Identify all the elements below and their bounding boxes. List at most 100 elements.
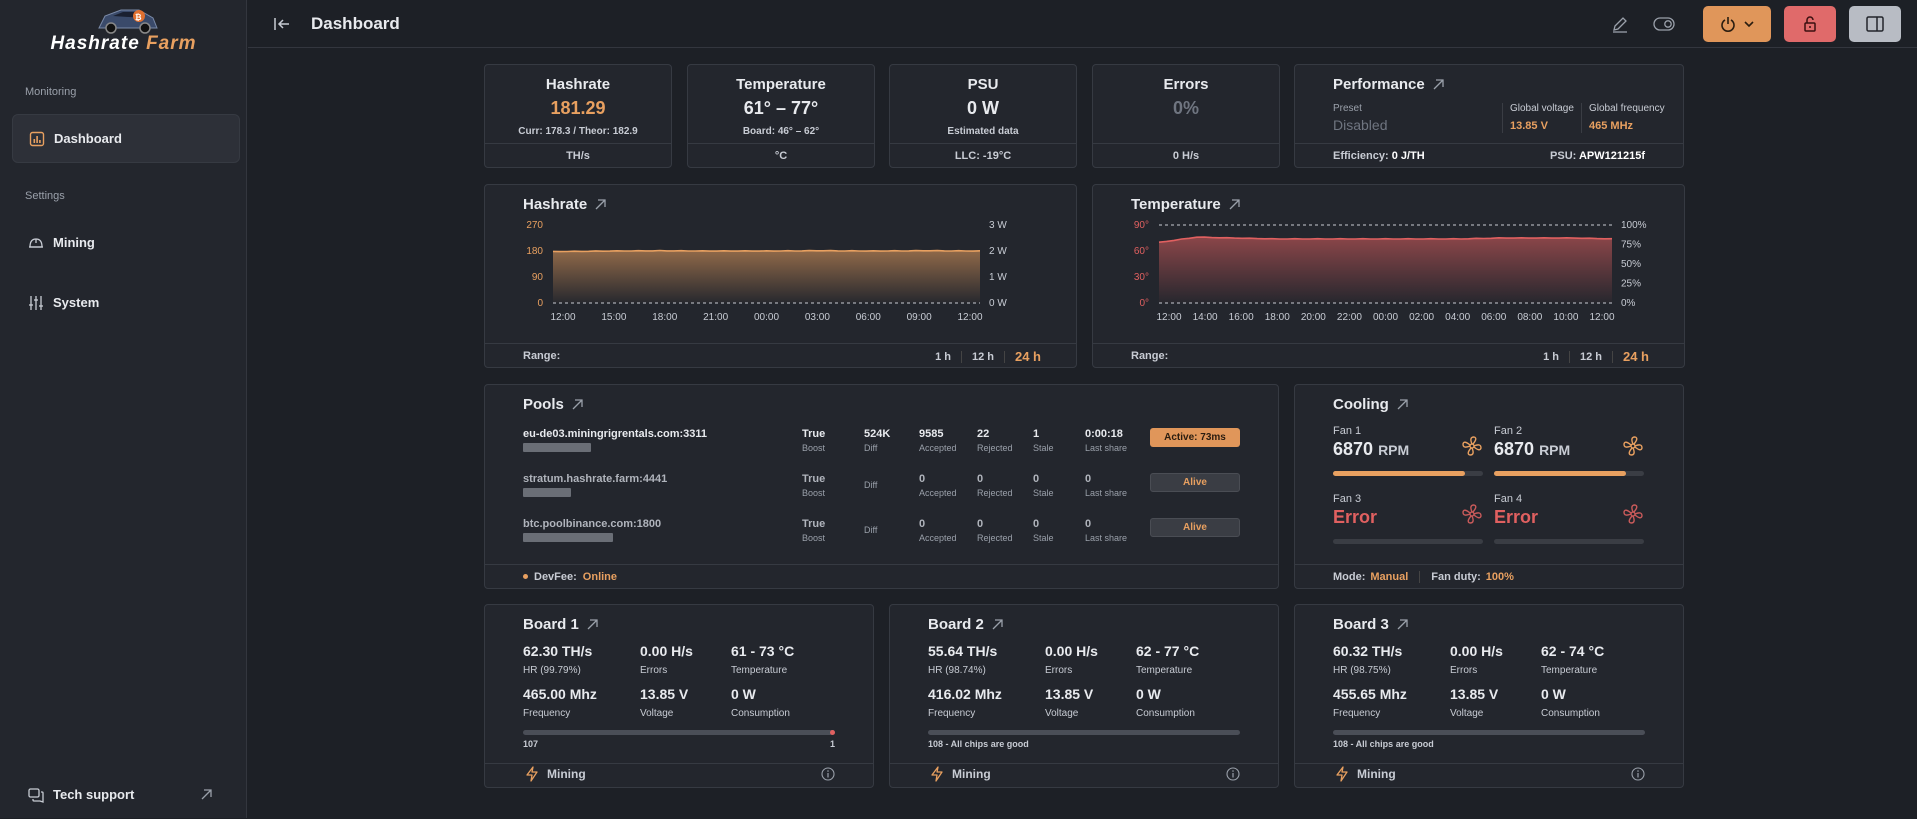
chip-health-note: 108 - All chips are good <box>928 739 1029 749</box>
pool-last-share: 0 Last share <box>1085 473 1128 498</box>
pools-title-link[interactable]: Pools <box>523 396 583 413</box>
x-tick-label: 18:00 <box>1265 312 1290 323</box>
panel-toggle-button[interactable] <box>1849 6 1901 42</box>
board-title-link[interactable]: Board 1 <box>523 616 598 633</box>
x-tick-label: 08:00 <box>1517 312 1542 323</box>
pool-status-badge: Active: 73ms <box>1150 428 1240 447</box>
pool-accepted: 9585 Accepted <box>919 428 957 453</box>
info-icon[interactable] <box>1226 767 1240 781</box>
fan-duty-value: 100% <box>1485 570 1514 583</box>
pool-accepted: 0 Accepted <box>919 518 957 543</box>
divider <box>1581 103 1582 133</box>
temperature-stat-sub: Board: 46° – 62° <box>742 126 820 137</box>
board-voltage: 13.85 V Voltage <box>1045 686 1094 719</box>
power-menu-button[interactable] <box>1703 6 1771 42</box>
hashrate-chart-card: Hashrate 270 180 90 0 3 W 2 W 1 W 0 W 12:00 15:00… <box>484 184 1077 368</box>
lightning-icon <box>526 766 538 782</box>
x-tick-label: 00:00 <box>1373 312 1398 323</box>
x-tick-label: 02:00 <box>1409 312 1434 323</box>
toggle-icon[interactable] <box>1653 15 1675 33</box>
pool-row[interactable]: stratum.hashrate.farm:4441 True Boost Dif… <box>523 473 1240 513</box>
devfee-value: Online <box>582 570 618 583</box>
sidebar-item-mining[interactable]: Mining <box>12 218 240 267</box>
pool-status-badge: Alive <box>1150 518 1240 537</box>
fan-mode-label: Mode: <box>1333 570 1366 583</box>
range-12h[interactable]: 12 h <box>1579 350 1602 363</box>
pool-row[interactable]: btc.poolbinance.com:1800 True Boost Diff … <box>523 518 1240 558</box>
sidebar-item-label: Dashboard <box>54 131 122 146</box>
cooling-title-link[interactable]: Cooling <box>1333 396 1408 413</box>
fan-rpm-value: Error <box>1494 507 1539 527</box>
global-frequency-label: Global frequency <box>1589 103 1665 114</box>
board-hashrate: 55.64 TH/s HR (98.74%) <box>928 643 998 676</box>
pool-stale: 0 Stale <box>1033 518 1054 543</box>
tech-support-label: Tech support <box>53 787 135 802</box>
board-title-link[interactable]: Board 3 <box>1333 616 1408 633</box>
range-24h[interactable]: 24 h <box>1622 349 1649 364</box>
board-hashrate: 62.30 TH/s HR (99.79%) <box>523 643 593 676</box>
info-icon[interactable] <box>821 767 835 781</box>
fan-rpm-value: Error <box>1333 507 1378 527</box>
lock-button[interactable] <box>1784 6 1836 42</box>
fan-label: Fan 3 <box>1333 493 1362 505</box>
pool-accepted: 0 Accepted <box>919 473 957 498</box>
sidebar-panel-icon <box>1866 16 1884 32</box>
y2-tick-label: 25% <box>1621 279 1641 290</box>
psu-stat-title: PSU <box>967 76 999 93</box>
fan-icon <box>1462 436 1482 456</box>
fan-icon <box>1462 504 1482 524</box>
temperature-stat-value: 61° – 77° <box>743 98 819 118</box>
x-tick-label: 14:00 <box>1193 312 1218 323</box>
chip-health-bar <box>928 730 1240 735</box>
collapse-sidebar-icon[interactable] <box>273 15 291 33</box>
range-1h[interactable]: 1 h <box>935 350 951 363</box>
board-status: Mining <box>525 766 586 782</box>
sliders-icon <box>29 295 43 310</box>
hashrate-stat-unit: TH/s <box>485 143 671 167</box>
devfee-status: DevFee: Online <box>485 564 1278 588</box>
hashrate-chart-title-link[interactable]: Hashrate <box>523 196 606 213</box>
divider <box>1419 570 1421 583</box>
board-title: Board 3 <box>1333 616 1389 633</box>
range-12h[interactable]: 12 h <box>971 350 994 363</box>
series-area <box>553 250 980 303</box>
edit-pencil-icon[interactable] <box>1611 15 1629 33</box>
external-arrow-icon <box>595 199 606 210</box>
fan-speed-bar <box>1333 471 1483 476</box>
pool-stale: 0 Stale <box>1033 473 1054 498</box>
chat-icon <box>28 787 44 803</box>
fan-icon <box>1623 504 1643 524</box>
info-icon[interactable] <box>1631 767 1645 781</box>
tech-support-link[interactable]: Tech support <box>12 770 228 819</box>
fan-icon <box>1623 436 1643 456</box>
range-24h[interactable]: 24 h <box>1014 349 1041 364</box>
x-tick-label: 22:00 <box>1337 312 1362 323</box>
range-label: Range: <box>1131 350 1169 362</box>
pool-row[interactable]: eu-de03.miningrigrentals.com:3311 True Bo… <box>523 428 1240 468</box>
performance-title: Performance <box>1333 76 1425 93</box>
x-tick-label: 16:00 <box>1229 312 1254 323</box>
pool-diff: Diff <box>864 525 878 535</box>
pool-rejected: 0 Rejected <box>977 518 1013 543</box>
performance-title-link[interactable]: Performance <box>1333 76 1444 93</box>
y2-tick-label: 50% <box>1621 259 1641 270</box>
pool-stale: 1 Stale <box>1033 428 1054 453</box>
hashrate-stat-card: Hashrate 181.29 Curr: 178.3 / Theor: 182… <box>484 64 672 168</box>
temperature-chart-title-link[interactable]: Temperature <box>1131 196 1240 213</box>
chip-good-count: 107 <box>523 739 539 749</box>
series-area <box>1159 237 1612 303</box>
sidebar-item-system[interactable]: System <box>12 278 240 327</box>
pools-card: Pools eu-de03.miningrigrentals.com:3311 … <box>484 384 1279 589</box>
board-title-link[interactable]: Board 2 <box>928 616 1003 633</box>
temperature-range-bar: Range: 1 h 12 h 24 h <box>1093 343 1684 367</box>
sidebar-item-label: System <box>53 295 100 310</box>
board-2-card: Board 2 55.64 TH/s HR (98.74%) 0.00 H/s Erro… <box>889 604 1279 788</box>
range-1h[interactable]: 1 h <box>1543 350 1559 363</box>
sidebar-item-dashboard[interactable]: Dashboard <box>12 114 240 163</box>
range-options: 1 h 12 h 24 h <box>935 349 1041 364</box>
fan-2-tile: Fan 2 6870 RPM <box>1494 425 1644 476</box>
external-arrow-icon <box>1397 399 1408 410</box>
range-label: Range: <box>523 350 561 362</box>
psu-stat-value: 0 W <box>966 98 999 118</box>
preset-label: Preset <box>1333 103 1362 114</box>
